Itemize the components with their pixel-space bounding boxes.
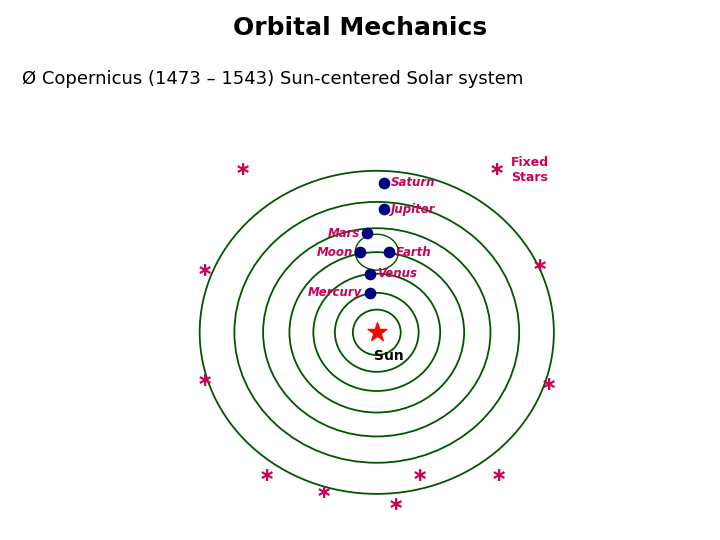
Point (364, 288, 375, 297)
Point (371, 328, 382, 336)
Text: Moon: Moon (317, 246, 353, 259)
Text: ∗: ∗ (488, 160, 505, 179)
Text: Ø Copernicus (1473 – 1543) Sun-centered Solar system: Ø Copernicus (1473 – 1543) Sun-centered … (22, 70, 523, 88)
Text: ∗: ∗ (490, 467, 507, 485)
Text: Mars: Mars (328, 226, 360, 240)
Text: Fixed
Stars: Fixed Stars (510, 156, 549, 184)
Text: ∗: ∗ (541, 375, 557, 395)
Text: ∗: ∗ (388, 495, 404, 514)
Text: Jupiter: Jupiter (391, 202, 436, 215)
Point (361, 229, 373, 238)
Text: Sun: Sun (374, 349, 404, 363)
Text: ∗: ∗ (235, 160, 251, 179)
Point (383, 248, 395, 256)
Text: Orbital Mechanics: Orbital Mechanics (233, 16, 487, 40)
Text: ∗: ∗ (258, 467, 275, 485)
Text: Venus: Venus (377, 267, 417, 280)
Text: ∗: ∗ (197, 261, 212, 280)
Text: Mercury: Mercury (308, 286, 362, 299)
Text: Earth: Earth (396, 246, 431, 259)
Text: ∗: ∗ (531, 256, 548, 275)
Text: ∗: ∗ (316, 483, 333, 502)
Text: ∗: ∗ (412, 467, 428, 485)
Point (364, 269, 375, 278)
Point (378, 178, 390, 187)
Point (378, 205, 390, 213)
Text: Saturn: Saturn (391, 176, 436, 190)
Text: ∗: ∗ (197, 370, 212, 390)
Point (354, 248, 366, 256)
